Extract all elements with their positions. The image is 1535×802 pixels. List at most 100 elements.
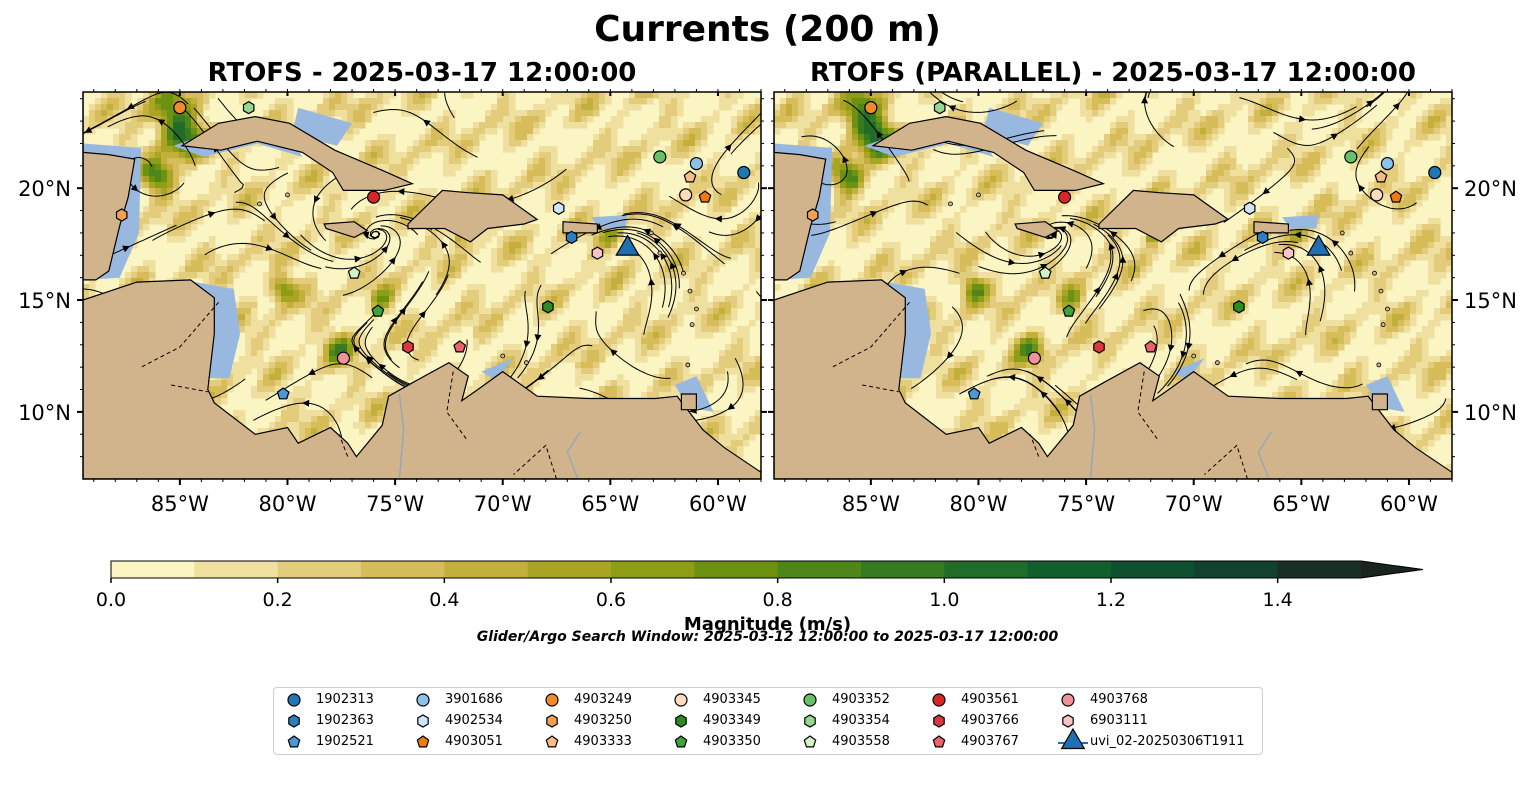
speed-cell xyxy=(263,110,270,117)
speed-cell xyxy=(287,260,294,267)
speed-cell xyxy=(599,356,606,363)
speed-cell xyxy=(587,266,594,273)
speed-cell xyxy=(551,158,558,165)
speed-cell xyxy=(593,302,600,309)
speed-cell xyxy=(876,110,883,117)
speed-cell xyxy=(125,140,132,147)
speed-cell xyxy=(1266,104,1273,111)
speed-cell xyxy=(1062,98,1069,105)
speed-cell xyxy=(473,326,480,333)
speed-cell xyxy=(719,104,726,111)
speed-cell xyxy=(509,254,516,261)
speed-cell xyxy=(299,416,306,423)
speed-cell xyxy=(389,302,396,309)
speed-cell xyxy=(617,152,624,159)
speed-cell xyxy=(1272,104,1279,111)
speed-cell xyxy=(1236,98,1243,105)
speed-cell xyxy=(329,338,336,345)
speed-cell xyxy=(173,206,180,213)
speed-cell xyxy=(515,194,522,201)
speed-cell xyxy=(239,92,246,99)
speed-cell xyxy=(725,176,732,183)
speed-cell xyxy=(1086,110,1093,117)
speed-cell xyxy=(545,146,552,153)
speed-cell xyxy=(1428,122,1435,129)
speed-cell xyxy=(539,296,546,303)
speed-cell xyxy=(497,308,504,315)
speed-cell xyxy=(131,104,138,111)
speed-cell xyxy=(1320,92,1327,99)
speed-cell xyxy=(755,128,761,135)
speed-cell xyxy=(125,110,132,117)
speed-cell xyxy=(840,104,847,111)
speed-cell xyxy=(323,206,330,213)
speed-cell xyxy=(653,380,660,387)
speed-cell xyxy=(870,122,877,129)
speed-cell xyxy=(1266,122,1273,129)
speed-cell xyxy=(251,182,258,189)
speed-cell xyxy=(311,158,318,165)
speed-cell xyxy=(635,338,642,345)
speed-cell xyxy=(419,134,426,141)
speed-cell xyxy=(503,104,510,111)
speed-cell xyxy=(1158,128,1165,135)
speed-cell xyxy=(551,344,558,351)
speed-cell xyxy=(311,410,318,417)
speed-cell xyxy=(1440,116,1447,123)
speed-cell xyxy=(774,104,781,111)
speed-cell xyxy=(509,368,516,375)
speed-cell xyxy=(719,314,726,321)
speed-cell xyxy=(173,212,180,219)
speed-cell xyxy=(161,212,168,219)
speed-cell xyxy=(1236,104,1243,111)
speed-cell xyxy=(557,302,564,309)
speed-cell xyxy=(461,92,468,99)
speed-cell xyxy=(659,338,666,345)
speed-cell xyxy=(581,206,588,213)
speed-cell xyxy=(587,254,594,261)
speed-cell xyxy=(317,332,324,339)
speed-cell xyxy=(377,350,384,357)
speed-cell xyxy=(491,248,498,255)
speed-cell xyxy=(263,338,270,345)
speed-cell xyxy=(563,194,570,201)
speed-cell xyxy=(515,236,522,243)
speed-cell xyxy=(737,356,744,363)
speed-cell xyxy=(365,404,372,411)
speed-cell xyxy=(1128,110,1135,117)
speed-cell xyxy=(131,116,138,123)
speed-cell xyxy=(846,92,853,99)
speed-cell xyxy=(137,272,144,279)
speed-cell xyxy=(479,284,486,291)
streamline xyxy=(204,242,322,270)
speed-cell xyxy=(545,158,552,165)
speed-cell xyxy=(425,98,432,105)
speed-cell xyxy=(143,152,150,159)
speed-cell xyxy=(419,140,426,147)
speed-cell xyxy=(647,128,654,135)
speed-cell xyxy=(882,116,889,123)
streamline-arrow xyxy=(157,119,166,126)
speed-cell xyxy=(701,116,708,123)
speed-cell xyxy=(653,320,660,327)
speed-cell xyxy=(155,206,162,213)
marker-4903249 xyxy=(173,101,187,115)
speed-cell xyxy=(701,296,708,303)
speed-cell xyxy=(1314,92,1321,99)
speed-cell xyxy=(774,116,781,123)
speed-cell xyxy=(581,164,588,171)
speed-cell xyxy=(641,146,648,153)
speed-cell xyxy=(659,230,666,237)
speed-cell xyxy=(1050,110,1057,117)
speed-cell xyxy=(215,386,222,393)
speed-cell xyxy=(587,98,594,105)
speed-cell xyxy=(113,122,120,129)
speed-cell xyxy=(227,266,234,273)
speed-cell xyxy=(491,266,498,273)
speed-cell xyxy=(131,128,138,135)
speed-cell xyxy=(876,122,883,129)
speed-cell xyxy=(437,260,444,267)
speed-cell xyxy=(215,182,222,189)
speed-cell xyxy=(599,278,606,285)
speed-cell xyxy=(587,374,594,381)
